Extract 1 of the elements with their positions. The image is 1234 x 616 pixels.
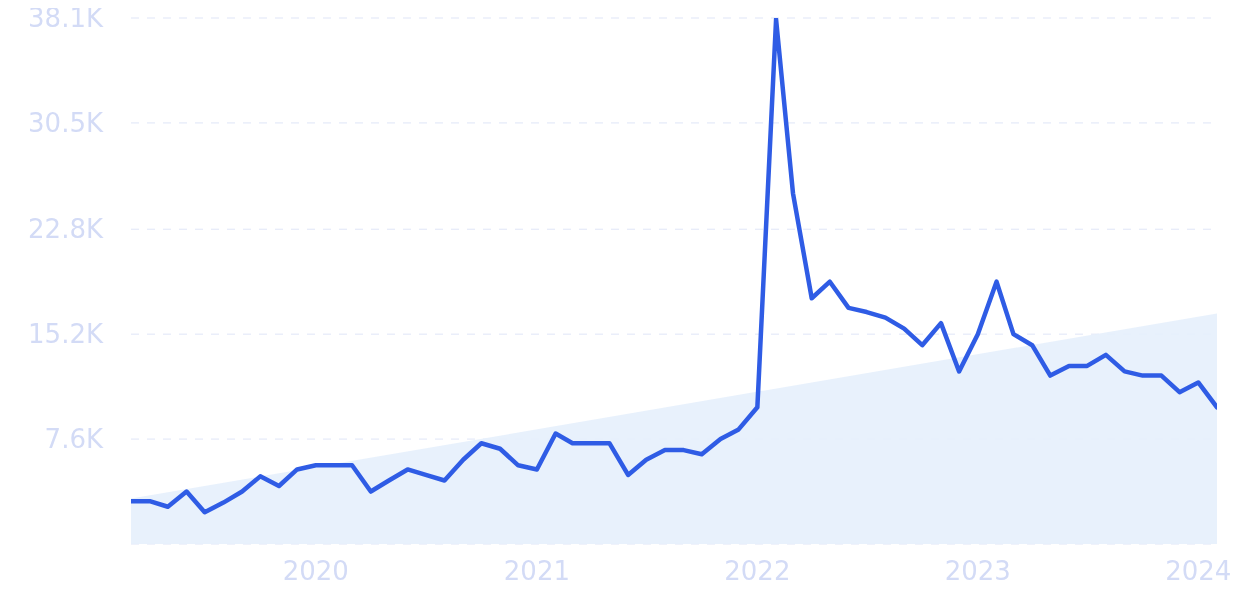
line-series	[131, 18, 1217, 515]
